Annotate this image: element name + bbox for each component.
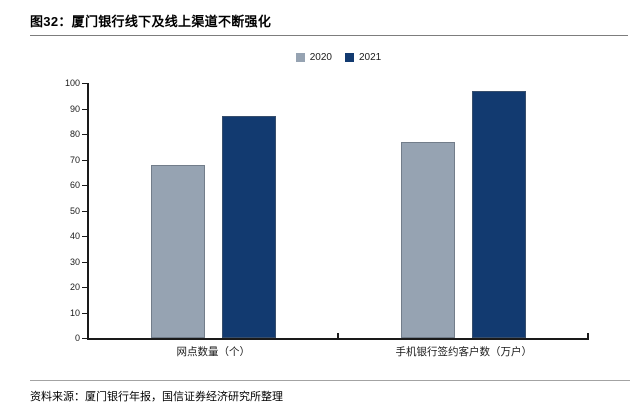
y-tick-label: 80	[69, 129, 80, 139]
x-category-label: 网点数量（个）	[176, 346, 251, 358]
y-tick-mark	[82, 236, 87, 237]
legend-item-2020: 2020	[295, 52, 332, 63]
bar-2020-category-0	[150, 164, 205, 338]
y-tick-mark	[82, 108, 87, 110]
y-tick-label: 100	[64, 78, 80, 88]
y-tick-mark	[82, 261, 87, 263]
title-divider	[30, 35, 628, 36]
bar-2021-category-0	[221, 116, 276, 338]
y-tick-label: 90	[69, 103, 80, 114]
legend-item-2021: 2021	[345, 52, 381, 63]
y-tick-mark	[82, 83, 87, 84]
x-category-label: 手机银行签约客户数（万户）	[395, 346, 533, 358]
legend-label: 2021	[359, 52, 382, 63]
bar-2021-category-1	[472, 90, 527, 338]
y-tick-mark	[82, 338, 87, 339]
x-tick-mark	[587, 333, 589, 338]
y-tick-mark	[82, 185, 87, 186]
y-tick-mark	[82, 159, 87, 161]
legend-swatch-2021	[345, 53, 354, 62]
y-tick-label: 20	[69, 282, 80, 292]
legend-label: 2020	[309, 52, 332, 63]
y-tick-label: 0	[74, 333, 80, 343]
y-tick-label: 10	[69, 307, 80, 318]
y-tick-mark	[82, 210, 87, 212]
y-axis-line	[87, 83, 89, 340]
bar-2020-category-1	[401, 141, 456, 338]
x-tick-mark	[336, 333, 339, 338]
bar-chart: 0 10 20 30 40 50 60 70 80 90 100 网点数量（个） 手机银行签约客户数（万…	[64, 78, 589, 358]
figure-title: 图32：厦门银行线下及线上渠道不断强化	[30, 14, 272, 29]
source-note: 资料来源：厦门银行年报，国信证券经济研究所整理	[30, 391, 283, 403]
y-tick-label: 70	[69, 154, 80, 165]
legend-swatch-2020	[295, 53, 305, 62]
x-axis-line	[87, 338, 589, 340]
y-tick-label: 60	[69, 180, 80, 190]
chart-legend: 2020 2021	[88, 51, 589, 64]
source-divider	[30, 380, 630, 381]
y-tick-mark	[82, 312, 87, 314]
y-tick-label: 40	[69, 231, 80, 241]
y-tick-label: 30	[69, 256, 80, 267]
y-tick-label: 50	[69, 205, 80, 216]
y-tick-mark	[82, 287, 87, 288]
y-tick-mark	[82, 134, 87, 135]
